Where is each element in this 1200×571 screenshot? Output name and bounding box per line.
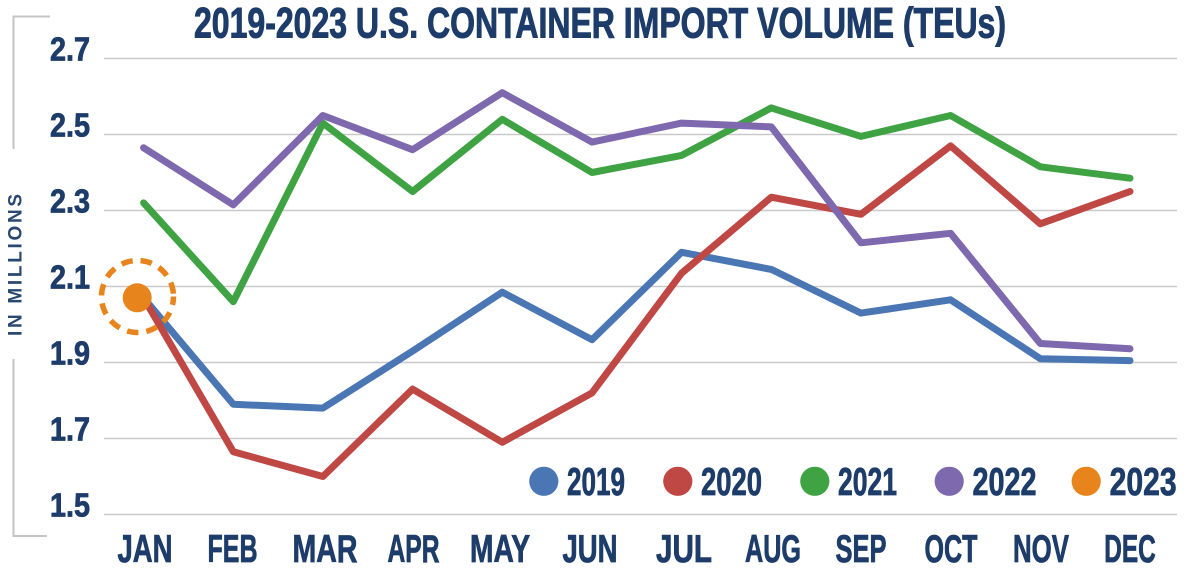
svg-text:JAN: JAN [118, 528, 173, 571]
svg-text:SEP: SEP [836, 528, 887, 571]
svg-text:2023: 2023 [1110, 461, 1177, 504]
svg-text:JUL: JUL [656, 528, 712, 571]
svg-text:IN MILLIONS: IN MILLIONS [6, 191, 27, 336]
svg-text:2021: 2021 [838, 461, 897, 504]
svg-text:DEC: DEC [1104, 528, 1156, 571]
svg-text:1.9: 1.9 [50, 335, 90, 372]
svg-text:MAY: MAY [470, 528, 530, 571]
svg-text:2022: 2022 [973, 461, 1037, 504]
svg-text:1.7: 1.7 [50, 411, 90, 448]
svg-text:2019: 2019 [567, 461, 625, 504]
svg-text:2.1: 2.1 [50, 259, 90, 296]
svg-text:2.5: 2.5 [50, 107, 90, 144]
svg-text:OCT: OCT [925, 528, 978, 571]
svg-text:MAR: MAR [293, 528, 358, 571]
svg-text:AUG: AUG [745, 528, 801, 571]
svg-text:2020: 2020 [701, 461, 762, 504]
svg-text:JUN: JUN [563, 528, 618, 571]
svg-text:FEB: FEB [208, 528, 258, 571]
svg-text:2.7: 2.7 [50, 31, 90, 68]
svg-text:2019-2023 U.S. CONTAINER IMPOR: 2019-2023 U.S. CONTAINER IMPORT VOLUME (… [194, 0, 1006, 48]
svg-text:NOV: NOV [1013, 528, 1069, 571]
svg-text:1.5: 1.5 [50, 487, 90, 524]
svg-text:APR: APR [388, 528, 440, 571]
svg-text:2.3: 2.3 [50, 183, 90, 220]
